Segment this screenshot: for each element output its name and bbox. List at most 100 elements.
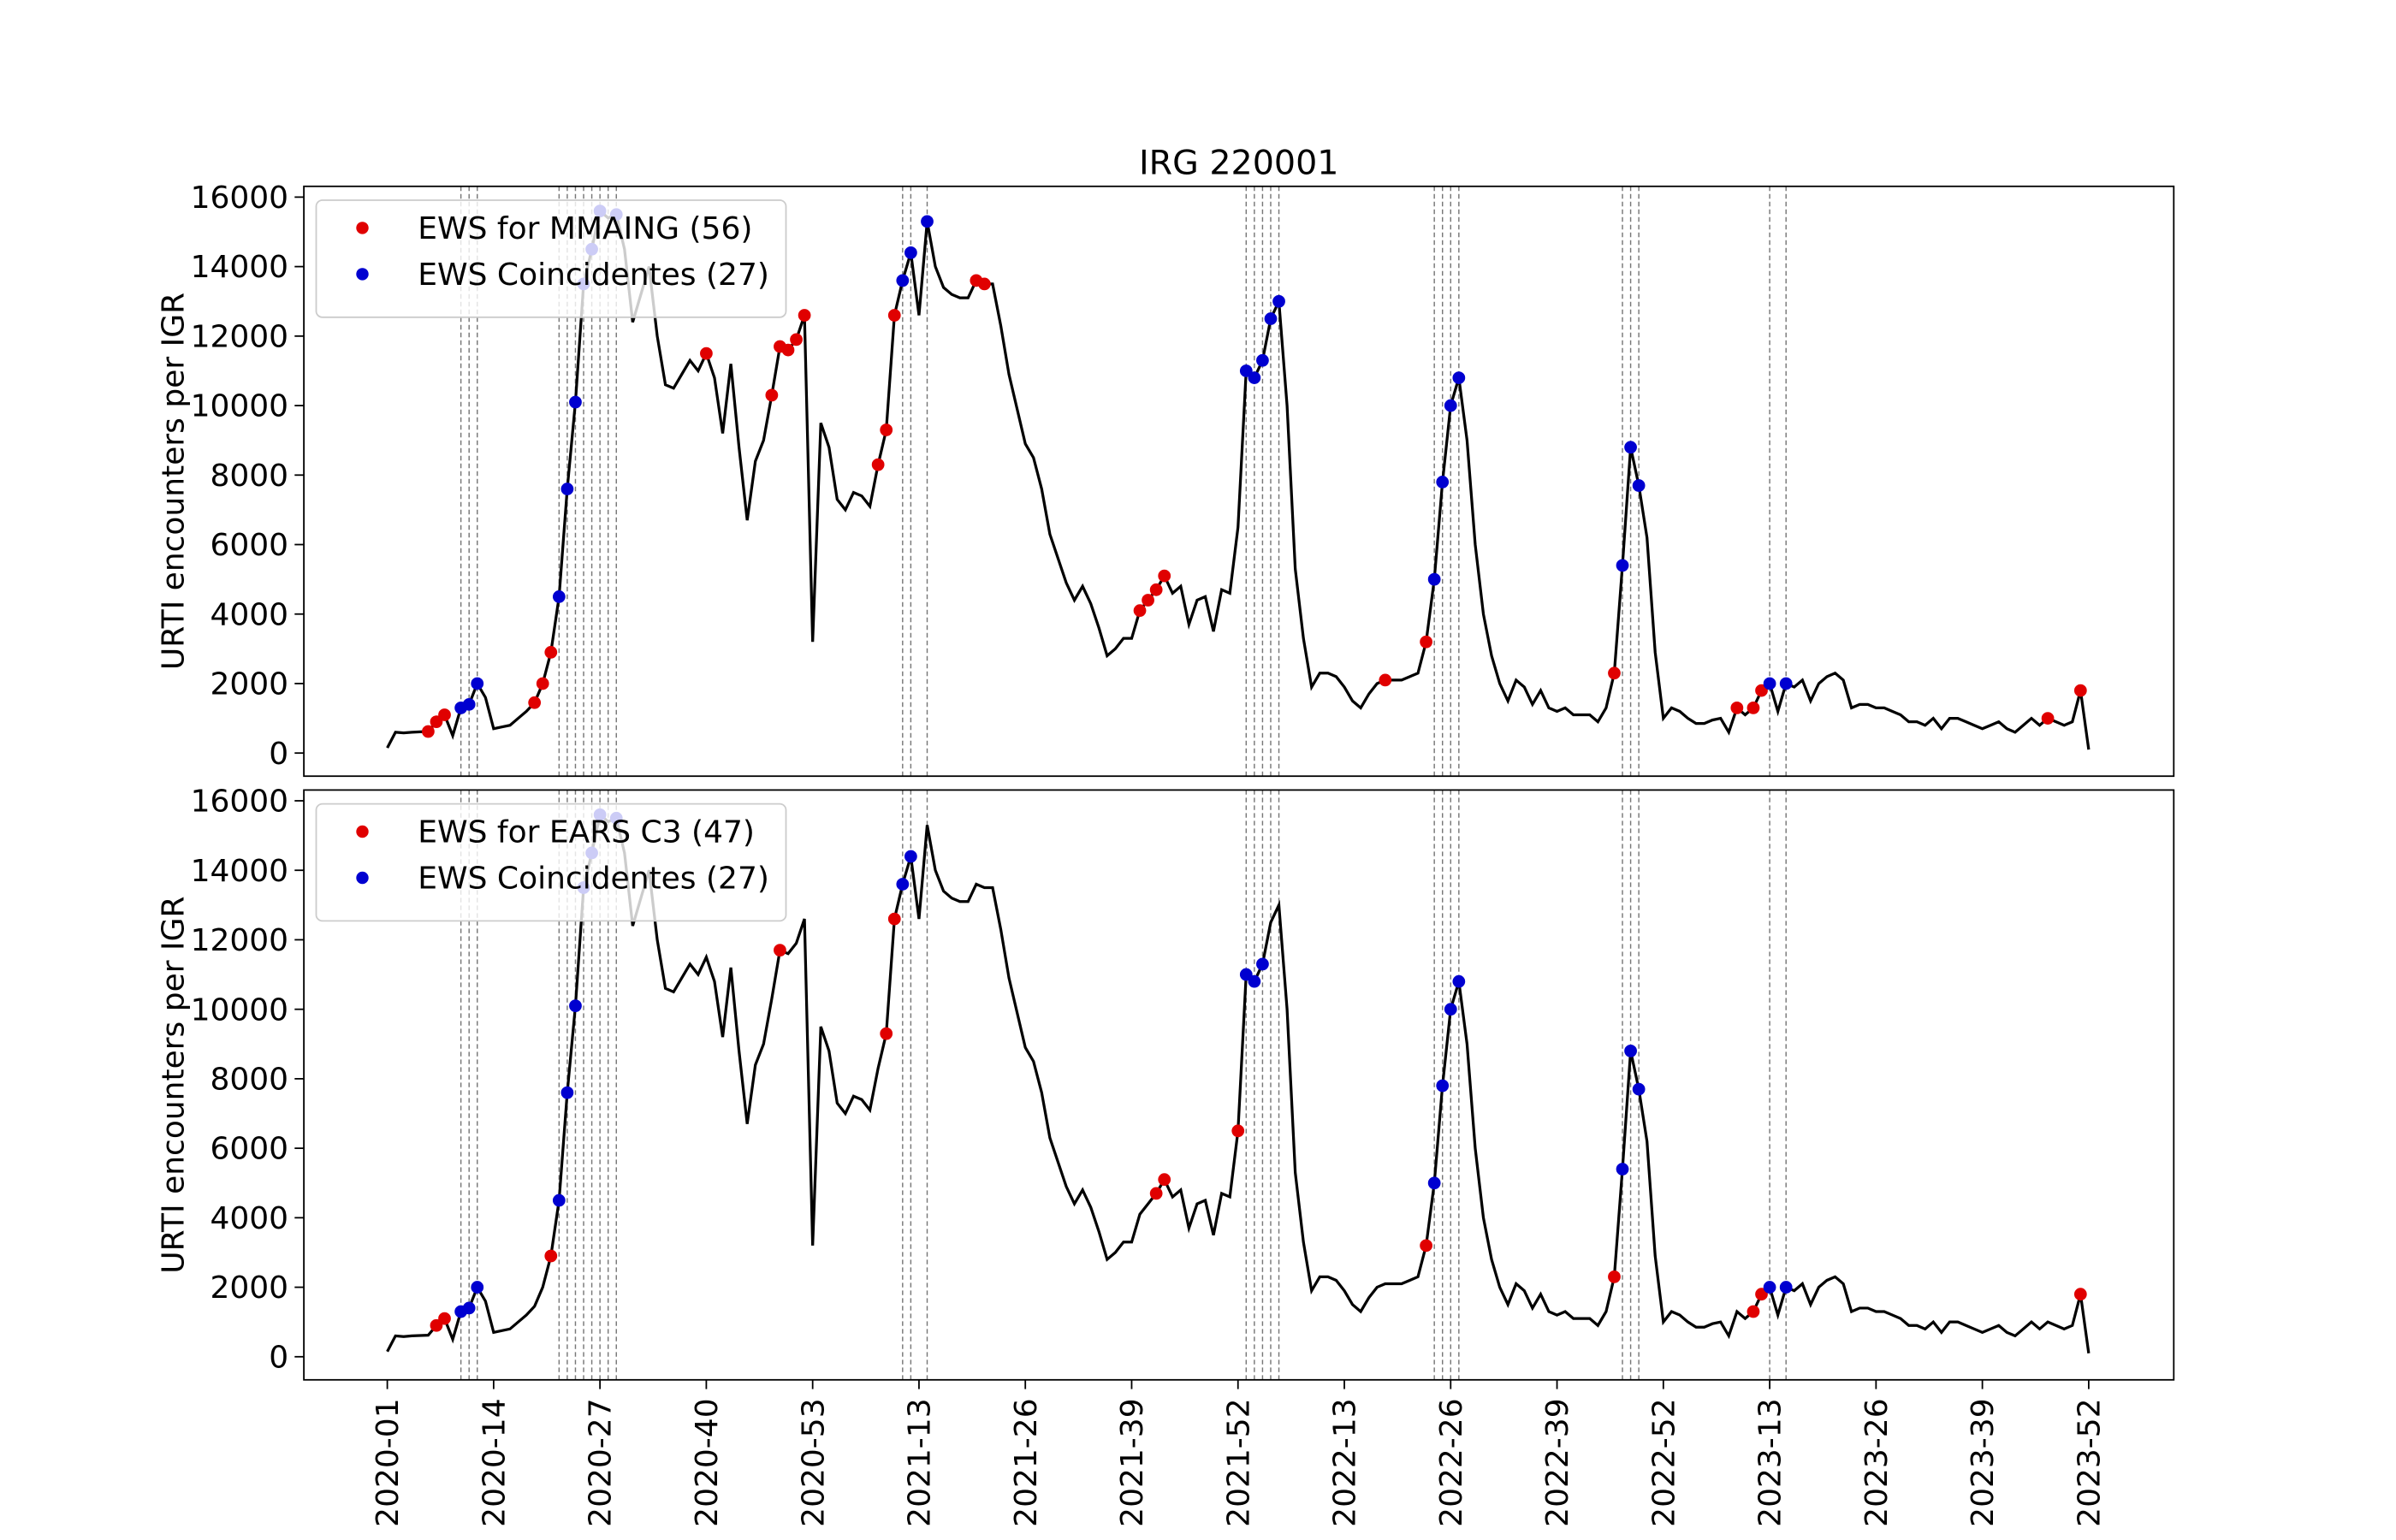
x-tick-label: 2022-26 bbox=[1434, 1398, 1469, 1526]
ews-point bbox=[887, 912, 901, 926]
data-line bbox=[386, 208, 2091, 750]
ews-point bbox=[1730, 702, 1744, 714]
x-tick-label: 2023-13 bbox=[1753, 1398, 1788, 1526]
ews-point bbox=[1158, 569, 1171, 583]
ews-point bbox=[1248, 974, 1261, 988]
ews-point bbox=[765, 388, 779, 402]
legend-label: EWS for MMAING (56) bbox=[418, 211, 752, 246]
ews-point bbox=[1763, 1281, 1776, 1294]
ews-point bbox=[1747, 1305, 1760, 1318]
ews-point bbox=[462, 697, 476, 711]
ews-point bbox=[569, 395, 582, 409]
ews-point bbox=[2041, 712, 2055, 725]
ews-point bbox=[1616, 1163, 1629, 1176]
ews-point bbox=[921, 215, 934, 228]
ews-point bbox=[552, 1194, 566, 1207]
ews-point bbox=[2073, 1288, 2087, 1301]
ews-point bbox=[798, 309, 811, 322]
ews-point bbox=[1452, 371, 1466, 384]
panel: URTI encounters per IGR 0 2000 4000 6000 8000… bbox=[157, 785, 2175, 1527]
ews-point bbox=[904, 246, 917, 259]
x-tick-label: 2020-53 bbox=[796, 1398, 831, 1526]
ews-point bbox=[1436, 476, 1450, 489]
y-tick-label: 10000 bbox=[191, 389, 289, 424]
y-tick-label: 14000 bbox=[191, 250, 289, 285]
ews-point bbox=[904, 850, 917, 863]
ews-point bbox=[438, 708, 451, 721]
ews-point bbox=[1444, 1003, 1457, 1016]
y-tick-label: 8000 bbox=[210, 459, 288, 494]
ews-point bbox=[1158, 1173, 1171, 1187]
ews-point bbox=[1632, 1082, 1646, 1096]
ews-point bbox=[1379, 673, 1392, 687]
x-tick-label: 2022-13 bbox=[1328, 1398, 1363, 1526]
ews-point bbox=[781, 343, 795, 357]
ews-point bbox=[471, 1281, 484, 1294]
y-tick-label: 2000 bbox=[210, 1270, 288, 1306]
y-tick-label: 8000 bbox=[210, 1062, 288, 1097]
ews-point bbox=[536, 677, 549, 690]
plot-area bbox=[386, 186, 2091, 777]
y-tick-label: 12000 bbox=[191, 319, 289, 354]
ews-point bbox=[2073, 684, 2087, 697]
y-tick-label: 14000 bbox=[191, 854, 289, 889]
y-tick-label: 12000 bbox=[191, 923, 289, 958]
ews-point bbox=[462, 1301, 476, 1315]
ews-point bbox=[1133, 604, 1147, 618]
ews-point bbox=[1239, 968, 1253, 981]
ews-point bbox=[1632, 479, 1646, 492]
ews-point bbox=[560, 1086, 574, 1099]
ews-point bbox=[887, 309, 901, 322]
x-tick-label: 2021-52 bbox=[1221, 1398, 1256, 1526]
ews-point bbox=[1755, 1288, 1768, 1301]
legend-marker bbox=[356, 825, 369, 838]
ews-point bbox=[1142, 594, 1154, 607]
x-tick-label: 2021-13 bbox=[903, 1398, 938, 1526]
ews-point bbox=[1452, 974, 1466, 988]
legend-label: EWS for EARS C3 (47) bbox=[418, 815, 755, 850]
legend-marker bbox=[356, 871, 369, 885]
y-tick-label: 10000 bbox=[191, 992, 289, 1028]
ews-point bbox=[896, 878, 910, 891]
ews-point bbox=[1231, 1124, 1245, 1138]
y-tick-label: 6000 bbox=[210, 528, 288, 563]
ews-point bbox=[1248, 371, 1261, 384]
ews-point bbox=[430, 715, 443, 729]
ews-point bbox=[422, 725, 435, 738]
panel: IRG 220001 URTI encounters per IGR 0 2000 40… bbox=[157, 143, 2175, 778]
y-tick-label: 16000 bbox=[191, 181, 289, 216]
ews-point bbox=[871, 458, 885, 471]
ews-point bbox=[1624, 1045, 1637, 1057]
ews-point bbox=[1444, 399, 1457, 412]
ews-point bbox=[774, 944, 786, 957]
x-tick-label: 2022-39 bbox=[1540, 1398, 1575, 1526]
y-axis-label: URTI encounters per IGR bbox=[157, 896, 192, 1273]
ews-point bbox=[1420, 635, 1432, 649]
ews-point bbox=[471, 677, 484, 690]
ews-point bbox=[1256, 957, 1269, 971]
ews-point bbox=[1779, 677, 1793, 690]
ews-point bbox=[1272, 294, 1285, 308]
ews-point bbox=[1779, 1281, 1793, 1294]
ews-point bbox=[700, 346, 713, 360]
ews-point bbox=[438, 1312, 451, 1325]
y-axis-label: URTI encounters per IGR bbox=[157, 293, 192, 670]
ews-point bbox=[880, 424, 893, 436]
ews-point bbox=[978, 277, 991, 291]
ews-point bbox=[880, 1027, 893, 1040]
ews-point bbox=[1624, 441, 1637, 454]
ews-point bbox=[1616, 559, 1629, 572]
ews-point bbox=[1149, 583, 1163, 596]
ews-point bbox=[1239, 364, 1253, 377]
y-tick-label: 6000 bbox=[210, 1132, 288, 1167]
ews-point bbox=[569, 999, 582, 1012]
x-tick-label: 2023-26 bbox=[1859, 1398, 1895, 1526]
chart-title: IRG 220001 bbox=[1139, 143, 1339, 182]
x-tick-label: 2020-27 bbox=[584, 1398, 619, 1526]
legend-marker bbox=[356, 222, 369, 234]
plot-frame bbox=[303, 789, 2175, 1381]
ews-point bbox=[790, 333, 803, 346]
y-tick-label: 0 bbox=[269, 1340, 288, 1375]
ews-point bbox=[544, 646, 558, 659]
